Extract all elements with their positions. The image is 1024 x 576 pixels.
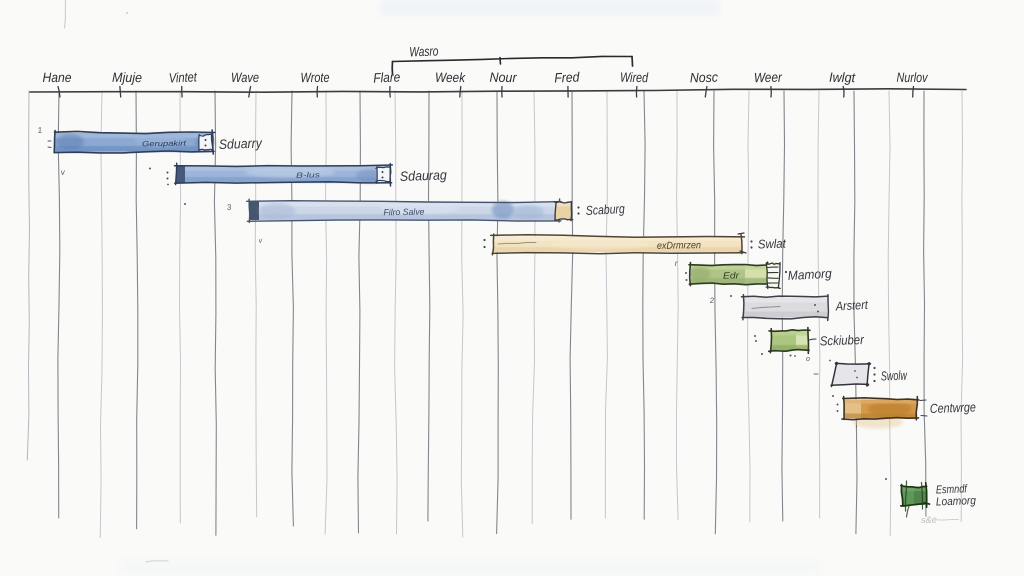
svg-text:Swlat: Swlat (758, 237, 787, 252)
svg-text:Centwrge: Centwrge (930, 399, 976, 416)
svg-text:o: o (806, 356, 810, 363)
svg-text:Mjuje: Mjuje (112, 70, 142, 85)
svg-text:Fred: Fred (554, 70, 580, 86)
svg-text:Scaburg: Scaburg (585, 201, 625, 218)
svg-text:Loamorg: Loamorg (936, 495, 977, 508)
svg-text:Flare: Flare (373, 69, 401, 85)
svg-text:Gerupakirt: Gerupakirt (142, 139, 187, 149)
svg-text:Iwlgt: Iwlgt (829, 70, 856, 85)
svg-text:Hane: Hane (42, 70, 71, 85)
svg-text:Wave: Wave (231, 70, 259, 85)
svg-text:Nosc: Nosc (690, 70, 719, 86)
svg-text:Edr: Edr (723, 270, 740, 280)
svg-text:exDrmrzen: exDrmrzen (657, 240, 702, 252)
svg-text:Weer: Weer (754, 70, 783, 86)
svg-text:Week: Week (435, 70, 466, 85)
svg-text:Sckiuber: Sckiuber (820, 332, 865, 349)
svg-text:s&e-——: s&e-—— (921, 514, 960, 525)
svg-text:Wired: Wired (620, 70, 649, 85)
svg-text:B-lus: B-lus (296, 170, 320, 179)
svg-text:v: v (258, 237, 263, 244)
svg-text:Mamorg: Mamorg (787, 266, 832, 283)
svg-text:3: 3 (226, 203, 232, 212)
svg-text:v: v (60, 168, 66, 177)
svg-text:Sduarry: Sduarry (219, 135, 264, 152)
svg-text:Arstert: Arstert (835, 298, 869, 314)
svg-text:Filro Salve: Filro Salve (383, 207, 424, 218)
svg-text:r: r (674, 259, 678, 268)
svg-text:Vintet: Vintet (169, 69, 199, 85)
svg-text:Swolw: Swolw (881, 368, 909, 384)
svg-text:Wasro: Wasro (409, 43, 439, 59)
svg-text:1: 1 (37, 125, 43, 135)
svg-text:Esmndf: Esmndf (936, 483, 969, 496)
svg-text:Wrote: Wrote (300, 70, 329, 85)
svg-text:': ' (855, 424, 857, 434)
svg-text:Nurlov: Nurlov (896, 70, 928, 85)
svg-text:Nour: Nour (489, 70, 517, 85)
svg-text:2: 2 (708, 296, 715, 305)
svg-text:Sdaurag: Sdaurag (400, 167, 448, 184)
